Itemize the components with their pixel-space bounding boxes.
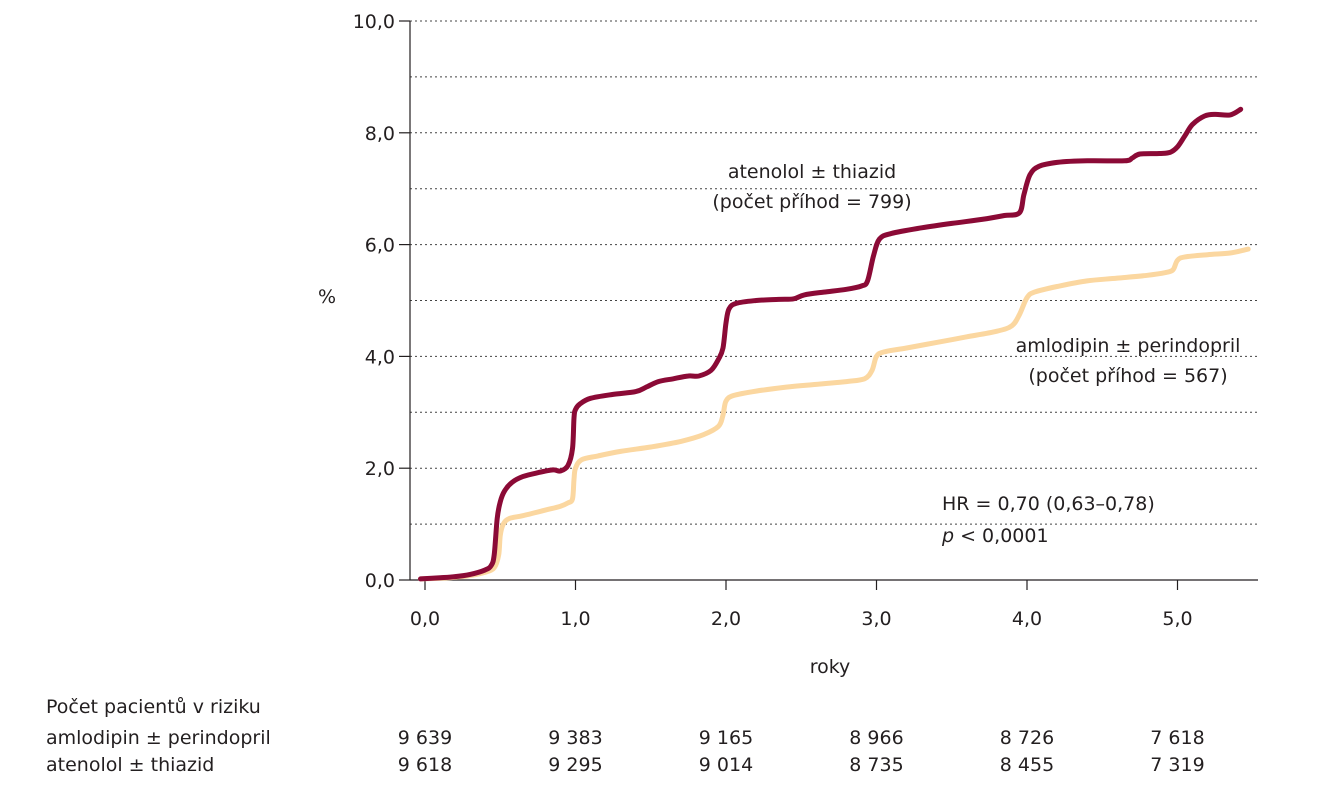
x-axis-label: roky xyxy=(810,656,851,678)
at-risk-cell: 8 726 xyxy=(999,727,1055,749)
at-risk-row-amlodipin: amlodipin ± perindopril 9 639 9 383 9 16… xyxy=(0,727,1329,753)
at-risk-cell: 9 165 xyxy=(698,727,754,749)
x-tick-label: 4,0 xyxy=(1012,608,1042,630)
y-tick-labels: 0,0 2,0 4,0 6,0 8,0 10,0 xyxy=(353,11,395,592)
series-lines xyxy=(418,106,1251,582)
p-value-text: < 0,0001 xyxy=(954,525,1048,547)
amlodipin-series-label: amlodipin ± perindopril xyxy=(1016,335,1241,357)
chart: 0,0 2,0 4,0 6,0 8,0 10,0 0,0 1,0 2,0 3,0 4,0 5,0 %… xyxy=(318,11,1258,678)
at-risk-cell: 8 966 xyxy=(849,727,904,749)
at-risk-cell: 9 383 xyxy=(548,727,603,749)
at-risk-cell: 9 639 xyxy=(397,727,453,749)
p-symbol: p xyxy=(941,525,954,547)
series-line-amlodipin xyxy=(418,246,1251,582)
gridlines xyxy=(410,20,1258,525)
y-tick-label: 8,0 xyxy=(365,123,395,145)
p-value-label: p < 0,0001 xyxy=(941,525,1049,547)
at-risk-row-label: amlodipin ± perindopril xyxy=(46,727,271,749)
at-risk-title: Počet pacientů v riziku xyxy=(46,696,261,718)
y-tick-label: 10,0 xyxy=(353,11,395,33)
at-risk-cell: 7 319 xyxy=(1150,754,1205,776)
x-tick-label: 1,0 xyxy=(560,608,590,630)
atenolol-events-label: (počet příhod = 799) xyxy=(712,191,911,213)
x-tick-label: 3,0 xyxy=(861,608,891,630)
patients-at-risk-table: Počet pacientů v riziku amlodipin ± peri… xyxy=(0,690,1329,790)
amlodipin-events-label: (počet příhod = 567) xyxy=(1028,365,1227,387)
at-risk-cell: 8 735 xyxy=(849,754,904,776)
y-tick-label: 4,0 xyxy=(365,346,395,368)
at-risk-cell: 9 014 xyxy=(698,754,754,776)
y-tick-label: 6,0 xyxy=(365,235,395,257)
hazard-ratio-label: HR = 0,70 (0,63–0,78) xyxy=(942,493,1155,515)
at-risk-row-label: atenolol ± thiazid xyxy=(46,754,215,776)
axes xyxy=(399,20,1258,590)
at-risk-cell: 7 618 xyxy=(1150,727,1205,749)
x-tick-label: 2,0 xyxy=(711,608,741,630)
series-line-atenolol xyxy=(418,106,1244,582)
x-tick-label: 5,0 xyxy=(1162,608,1192,630)
at-risk-cell: 8 455 xyxy=(999,754,1055,776)
x-tick-labels: 0,0 1,0 2,0 3,0 4,0 5,0 xyxy=(410,608,1193,630)
atenolol-series-label: atenolol ± thiazid xyxy=(728,161,896,183)
y-tick-label: 0,0 xyxy=(365,570,395,592)
at-risk-row-atenolol: atenolol ± thiazid 9 618 9 295 9 014 8 7… xyxy=(0,754,1329,780)
at-risk-cell: 9 618 xyxy=(397,754,453,776)
y-axis-label: % xyxy=(318,286,336,308)
y-tick-label: 2,0 xyxy=(365,458,395,480)
x-tick-label: 0,0 xyxy=(410,608,440,630)
at-risk-cell: 9 295 xyxy=(548,754,603,776)
